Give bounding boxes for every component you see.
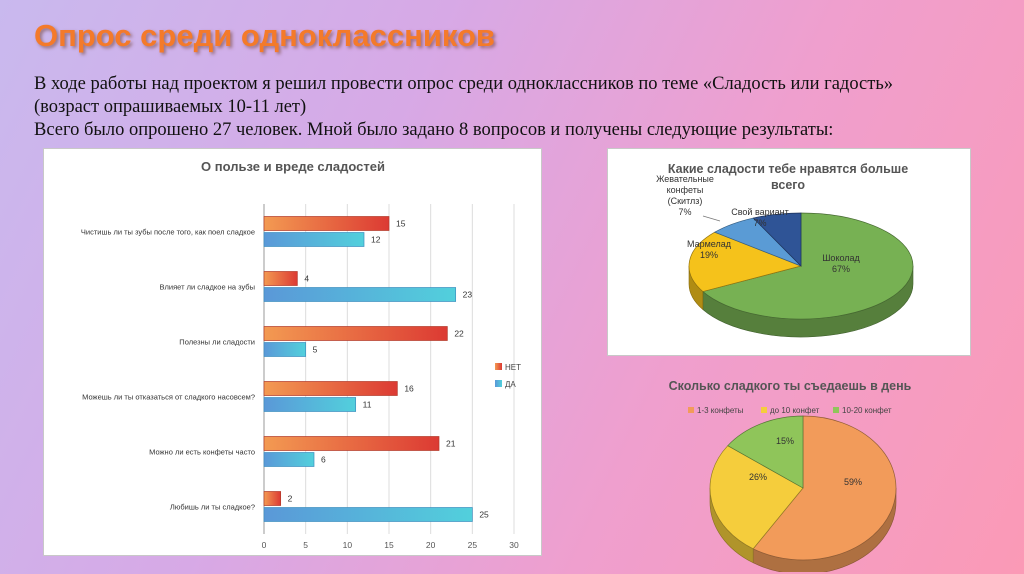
intro-line: Всего было опрошено 27 человек. Мной был… (34, 120, 834, 140)
category-label: Влияет ли сладкое на зубы (160, 283, 255, 292)
pie1-title-line: Какие сладости тебе нравятся больше (668, 162, 908, 176)
data-label: 23 (463, 290, 473, 300)
page-title: Опрос среди одноклассников (34, 18, 495, 53)
x-tick-label: 0 (262, 540, 267, 550)
pie-data-label: 26% (749, 472, 767, 482)
bar-yes (263, 287, 457, 302)
legend-label: ДА (505, 380, 516, 389)
bar-chart-title: О пользе и вреде сладостей (201, 159, 385, 174)
category-label: Любишь ли ты сладкое? (170, 503, 255, 512)
pie-chart-sweets-card: Какие сладости тебе нравятся больше всег… (607, 148, 971, 356)
bar-yes (263, 397, 357, 412)
data-label: 21 (446, 439, 456, 449)
data-label: 22 (454, 329, 464, 339)
pie-slice (709, 445, 804, 550)
data-label: 25 (479, 510, 489, 520)
pie-data-label: Мармелад 19% (687, 239, 732, 260)
legend-swatch (688, 407, 694, 413)
pie-slice (688, 231, 803, 292)
pie-data-label: 59% (844, 477, 862, 487)
data-label: 16 (404, 384, 414, 394)
bar-chart-card: О пользе и вреде сладостей 0 5 10 15 20 25 30 … (43, 148, 542, 556)
x-tick-label: 5 (303, 540, 308, 550)
bar-yes (263, 507, 473, 522)
pie-chart-sweets: Какие сладости тебе нравятся больше всег… (656, 162, 914, 338)
x-tick-label: 20 (426, 540, 436, 550)
legend-swatch (495, 380, 502, 387)
pie-chart-per-day: Сколько сладкого ты съедаешь в день 1-3 … (669, 379, 912, 572)
legend-label: НЕТ (505, 363, 521, 372)
pie-data-label: Свой вариант 7% (731, 207, 789, 228)
x-tick-label: 10 (343, 540, 353, 550)
x-tick-label: 15 (384, 540, 394, 550)
bar-yes (263, 342, 307, 357)
pie-data-label: 15% (776, 436, 794, 446)
data-label: 4 (304, 274, 309, 284)
category-label: Чистишь ли ты зубы после того, как поел … (81, 228, 255, 237)
legend-label: до 10 конфет (770, 406, 820, 415)
bar-no (263, 216, 390, 231)
pie-data-label: Жевательные конфеты (Скитлз) 7% (656, 174, 714, 217)
category-label: Можно ли есть конфеты часто (149, 448, 255, 457)
data-label: 2 (288, 494, 293, 504)
legend-label: 1-3 конфеты (697, 406, 744, 415)
leader-line (702, 215, 721, 222)
legend-swatch (495, 363, 502, 370)
bar-yes (263, 232, 365, 247)
pie-slice (752, 212, 802, 267)
category-label: Можешь ли ты отказаться от сладкого насо… (82, 393, 255, 402)
legend-swatch (761, 407, 767, 413)
intro-text: В ходе работы над проектом я решил прове… (34, 73, 994, 142)
data-label: 11 (363, 400, 372, 410)
intro-line: В ходе работы над проектом я решил прове… (34, 74, 894, 94)
data-label: 15 (396, 219, 406, 229)
pie-data-label: Шоколад 67% (822, 253, 860, 274)
category-label: Полезны ли сладости (179, 338, 255, 347)
bar-no (263, 436, 440, 451)
pie-slice (727, 415, 804, 489)
pie2-title: Сколько сладкого ты съедаешь в день (669, 379, 912, 393)
legend-swatch (833, 407, 839, 413)
bar-no (263, 326, 448, 341)
bar-chart: О пользе и вреде сладостей 0 5 10 15 20 25 30 … (81, 159, 521, 550)
pie-slice (752, 415, 897, 561)
intro-line: (возраст опрашиваемых 10-11 лет) (34, 97, 307, 117)
bar-no (263, 381, 398, 396)
x-tick-label: 30 (509, 540, 519, 550)
bar-no (263, 271, 298, 286)
pie1-title-line: всего (771, 178, 805, 192)
legend-label: 10-20 конфет (842, 406, 892, 415)
data-label: 6 (321, 455, 326, 465)
x-tick-label: 25 (468, 540, 478, 550)
pie-slice (702, 212, 914, 320)
data-label: 5 (313, 345, 318, 355)
data-label: 12 (371, 235, 381, 245)
bar-no (263, 491, 282, 506)
bar-yes (263, 452, 315, 467)
